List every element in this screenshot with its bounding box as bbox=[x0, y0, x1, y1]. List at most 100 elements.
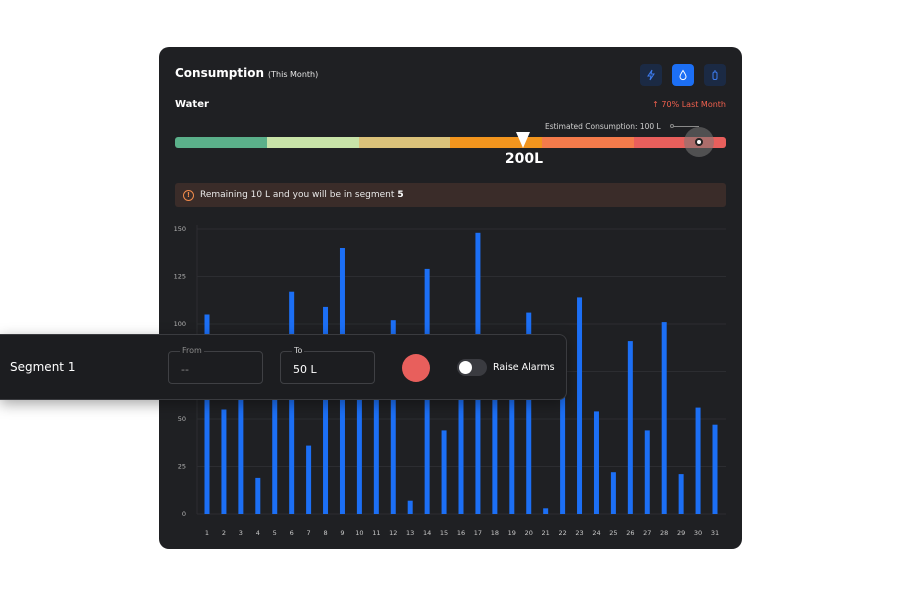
bar-day-13 bbox=[407, 500, 413, 514]
bar-day-29 bbox=[678, 474, 684, 514]
x-tick-label: 19 bbox=[508, 529, 516, 537]
gas-cylinder-icon bbox=[712, 70, 718, 80]
x-tick-label: 3 bbox=[239, 529, 243, 537]
water-tab[interactable] bbox=[672, 64, 694, 86]
bar-day-23 bbox=[577, 297, 583, 514]
bar-day-11 bbox=[373, 371, 379, 514]
bar-day-10 bbox=[356, 400, 362, 514]
estimated-consumption: Estimated Consumption: 100 L bbox=[545, 122, 661, 131]
bar-day-1 bbox=[204, 314, 210, 514]
to-field[interactable]: To 50 L bbox=[280, 346, 375, 384]
y-tick-label: 50 bbox=[178, 415, 186, 423]
bar-day-30 bbox=[695, 407, 701, 514]
x-tick-label: 30 bbox=[694, 529, 702, 537]
bar-day-20 bbox=[526, 312, 532, 514]
bar-day-22 bbox=[560, 381, 566, 514]
x-tick-label: 14 bbox=[423, 529, 431, 537]
bar-day-16 bbox=[458, 384, 464, 514]
raise-alarms-label: Raise Alarms bbox=[493, 362, 555, 373]
bar-day-2 bbox=[221, 409, 227, 514]
gauge-segment-1 bbox=[175, 137, 267, 148]
gauge-segment-6 bbox=[634, 137, 726, 148]
to-label: To bbox=[292, 346, 305, 355]
segment-color-swatch[interactable] bbox=[402, 354, 430, 382]
x-tick-label: 13 bbox=[406, 529, 414, 537]
bar-day-24 bbox=[593, 411, 599, 514]
bar-day-12 bbox=[390, 320, 396, 514]
bar-day-4 bbox=[255, 477, 261, 514]
bar-day-18 bbox=[492, 400, 498, 514]
x-tick-label: 2 bbox=[222, 529, 226, 537]
x-tick-label: 20 bbox=[525, 529, 533, 537]
bar-day-5 bbox=[272, 381, 278, 514]
y-tick-label: 100 bbox=[174, 320, 186, 328]
bar-day-21 bbox=[543, 508, 549, 514]
y-tick-label: 0 bbox=[182, 510, 186, 518]
electricity-icon bbox=[647, 69, 655, 81]
bar-day-28 bbox=[661, 322, 667, 514]
estimate-leader-line bbox=[672, 126, 699, 127]
x-tick-label: 29 bbox=[677, 529, 685, 537]
x-tick-label: 28 bbox=[660, 529, 668, 537]
consumption-gauge bbox=[175, 137, 726, 148]
x-tick-label: 17 bbox=[474, 529, 482, 537]
x-tick-label: 12 bbox=[389, 529, 397, 537]
bar-day-19 bbox=[509, 371, 515, 514]
x-tick-label: 24 bbox=[592, 529, 600, 537]
consumption-card: Consumption (This Month) Water ↑ 70% Last… bbox=[159, 47, 742, 549]
bar-day-6 bbox=[289, 291, 295, 514]
x-tick-label: 21 bbox=[542, 529, 550, 537]
from-value: -- bbox=[181, 363, 189, 376]
warning-icon: ! bbox=[183, 189, 194, 201]
x-tick-label: 8 bbox=[323, 529, 327, 537]
current-consumption-marker bbox=[516, 132, 530, 148]
estimate-knob[interactable] bbox=[695, 138, 703, 146]
gauge-segment-4 bbox=[450, 137, 543, 148]
bar-day-8 bbox=[323, 306, 329, 514]
current-consumption-value: 200L bbox=[504, 151, 544, 167]
from-label: From bbox=[180, 346, 204, 355]
water-drop-icon bbox=[679, 69, 687, 81]
electricity-tab[interactable] bbox=[640, 64, 662, 86]
resource-label: Water bbox=[175, 99, 209, 110]
bar-day-3 bbox=[238, 390, 244, 514]
x-tick-label: 18 bbox=[491, 529, 499, 537]
x-tick-label: 11 bbox=[372, 529, 380, 537]
x-tick-label: 26 bbox=[626, 529, 634, 537]
x-tick-label: 22 bbox=[558, 529, 566, 537]
gauge-segment-5 bbox=[542, 137, 635, 148]
alert-segment: 5 bbox=[397, 190, 404, 200]
bar-day-26 bbox=[627, 341, 633, 514]
period-label: (This Month) bbox=[268, 70, 319, 79]
gas-tab[interactable] bbox=[704, 64, 726, 86]
daily-consumption-chart: 1501251007550250123456789101112131415161… bbox=[174, 225, 726, 537]
x-tick-label: 27 bbox=[643, 529, 651, 537]
bar-day-15 bbox=[441, 430, 447, 514]
bar-day-25 bbox=[610, 472, 616, 514]
segment-alert: ! Remaining 10 L and you will be in segm… bbox=[175, 183, 726, 207]
x-tick-label: 9 bbox=[340, 529, 344, 537]
x-tick-label: 10 bbox=[355, 529, 363, 537]
y-tick-label: 25 bbox=[178, 463, 186, 471]
x-tick-label: 16 bbox=[457, 529, 465, 537]
estimate-leader-dot bbox=[670, 124, 674, 128]
x-tick-label: 25 bbox=[609, 529, 617, 537]
last-month-delta: ↑ 70% Last Month bbox=[652, 100, 726, 109]
raise-alarms-toggle[interactable] bbox=[457, 359, 487, 376]
to-value: 50 L bbox=[293, 363, 317, 376]
y-tick-label: 150 bbox=[174, 225, 186, 233]
card-title-text: Consumption bbox=[175, 66, 265, 80]
alert-text: Remaining 10 L and you will be in segmen… bbox=[200, 190, 395, 200]
x-tick-label: 5 bbox=[273, 529, 277, 537]
x-tick-label: 6 bbox=[290, 529, 294, 537]
toggle-thumb bbox=[459, 361, 472, 374]
gauge-segment-3 bbox=[358, 137, 451, 148]
from-field[interactable]: From -- bbox=[168, 346, 263, 384]
y-tick-label: 125 bbox=[174, 273, 186, 281]
x-tick-label: 31 bbox=[711, 529, 719, 537]
bar-day-7 bbox=[306, 445, 312, 514]
x-tick-label: 15 bbox=[440, 529, 448, 537]
x-tick-label: 4 bbox=[256, 529, 260, 537]
segment-title: Segment 1 bbox=[10, 360, 76, 374]
